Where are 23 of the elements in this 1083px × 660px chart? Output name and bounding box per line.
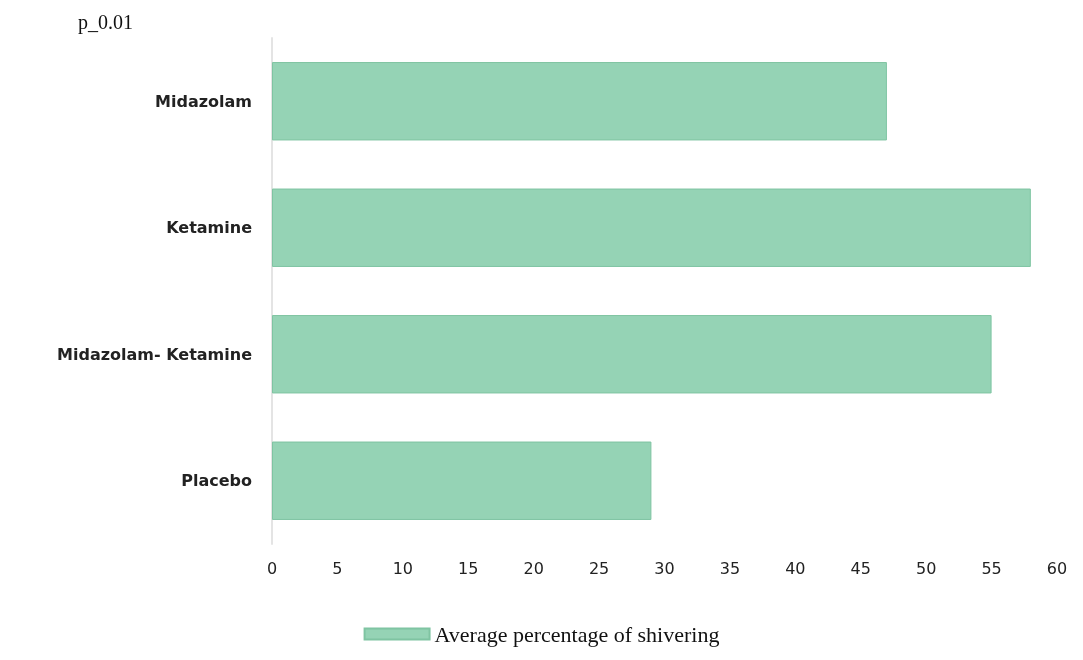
x-tick-label: 35 — [719, 558, 741, 578]
x-tick-label: 20 — [523, 558, 544, 578]
bar — [272, 188, 1031, 267]
text: p_0.01 — [78, 11, 133, 34]
x-tick-label: 40 — [785, 558, 806, 578]
bar — [272, 441, 652, 520]
x-tick-label: 45 — [850, 558, 871, 578]
x-tick-label: 15 — [458, 558, 479, 578]
x-tick-label: 5 — [332, 558, 343, 578]
x-tick-label: 50 — [915, 558, 937, 578]
x-tick-label: 10 — [392, 558, 414, 578]
y-tick-label: Ketamine — [166, 218, 253, 238]
x-tick-label: 55 — [981, 558, 1002, 578]
bar — [272, 315, 992, 394]
y-tick-label: Midazolam — [155, 91, 252, 111]
y-tick-label: Placebo — [181, 471, 252, 491]
legend-label: Average percentage of shivering — [434, 621, 720, 647]
x-tick-label: 25 — [588, 558, 610, 578]
x-tick-label: 0 — [266, 558, 278, 578]
x-tick-label: 30 — [654, 558, 675, 578]
y-tick-label: Midazolam- Ketamine — [57, 344, 253, 364]
x-tick-label: 60 — [1046, 558, 1068, 578]
bar — [272, 62, 887, 141]
